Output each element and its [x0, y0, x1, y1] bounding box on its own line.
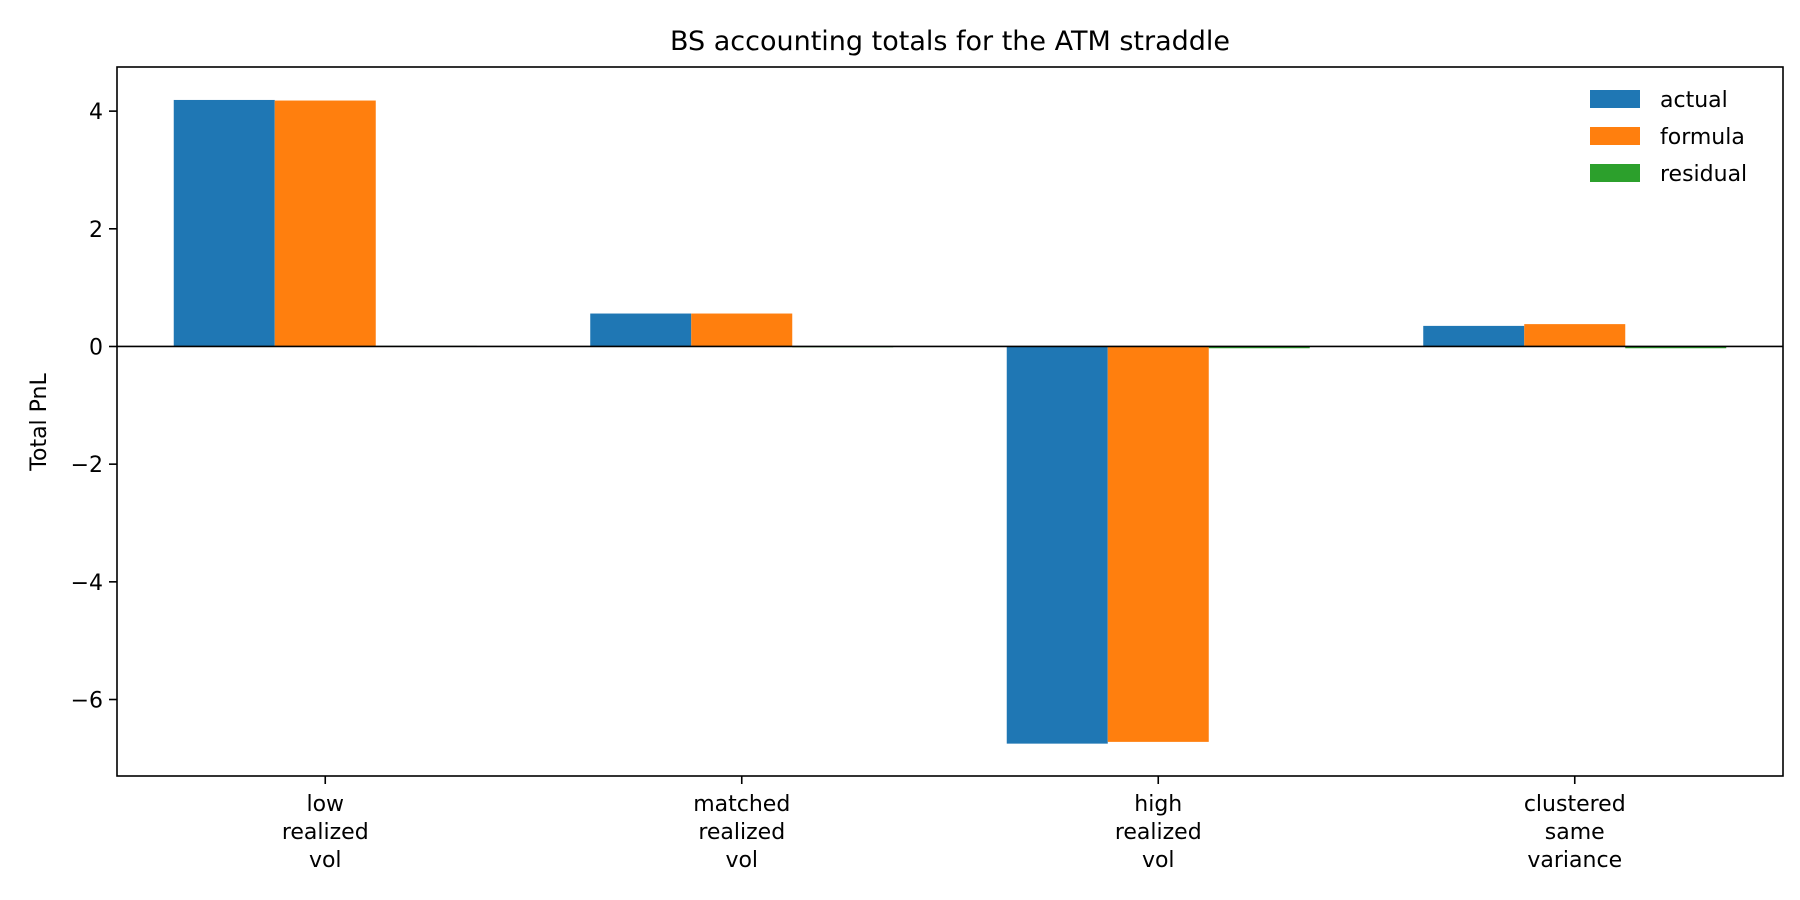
- x-tick-label-line: variance: [1527, 848, 1622, 873]
- x-tick-label-line: low: [306, 792, 344, 817]
- x-tick-label-line: matched: [693, 792, 790, 817]
- legend: actual formula residual: [1590, 88, 1747, 187]
- bar-residual-3: [1625, 346, 1727, 349]
- y-tick-label: 2: [89, 218, 103, 243]
- legend-swatch-formula: [1590, 127, 1640, 145]
- chart-title: BS accounting totals for the ATM straddl…: [670, 26, 1230, 57]
- x-tick-label-line: clustered: [1524, 792, 1626, 817]
- legend-swatch-actual: [1590, 90, 1640, 108]
- bar-actual-3: [1423, 325, 1525, 347]
- bar-formula-1: [691, 313, 793, 347]
- x-tick-label: high realized vol: [1115, 792, 1202, 873]
- plot-frame: [116, 66, 1784, 777]
- bar-actual-0: [173, 99, 275, 347]
- y-tick-label: 4: [89, 100, 103, 125]
- x-tick-label-line: vol: [725, 848, 758, 873]
- x-tick-label-line: vol: [309, 848, 342, 873]
- y-tick-label: −2: [71, 453, 103, 478]
- y-axis: 4 2 0 −2 −4 −6: [71, 100, 117, 714]
- bar-residual-2: [1208, 346, 1310, 349]
- bar-formula-0: [274, 100, 376, 347]
- x-tick-label-line: realized: [282, 820, 369, 845]
- y-tick-label: −4: [71, 571, 103, 596]
- x-tick-label-line: realized: [1115, 820, 1202, 845]
- x-tick-label: matched realized vol: [693, 792, 790, 873]
- y-axis-label: Total PnL: [27, 373, 52, 472]
- legend-label-formula: formula: [1660, 125, 1745, 150]
- bar-actual-1: [590, 313, 692, 347]
- bar-formula-2: [1107, 346, 1209, 742]
- legend-label-actual: actual: [1660, 88, 1728, 113]
- y-tick-label: 0: [89, 335, 103, 360]
- bars-group: [173, 99, 1727, 744]
- x-axis: low realized vol matched realized vol high real…: [282, 776, 1626, 873]
- bar-actual-2: [1006, 346, 1108, 744]
- legend-label-residual: residual: [1660, 162, 1747, 187]
- bar-formula-3: [1524, 324, 1626, 347]
- x-tick-label-line: same: [1545, 820, 1605, 845]
- x-tick-label: low realized vol: [282, 792, 369, 873]
- legend-swatch-residual: [1590, 164, 1640, 182]
- x-tick-label-line: vol: [1142, 848, 1175, 873]
- y-tick-label: −6: [71, 689, 103, 714]
- x-tick-label-line: realized: [698, 820, 785, 845]
- x-tick-label: clustered same variance: [1524, 792, 1626, 873]
- x-tick-label-line: high: [1134, 792, 1182, 817]
